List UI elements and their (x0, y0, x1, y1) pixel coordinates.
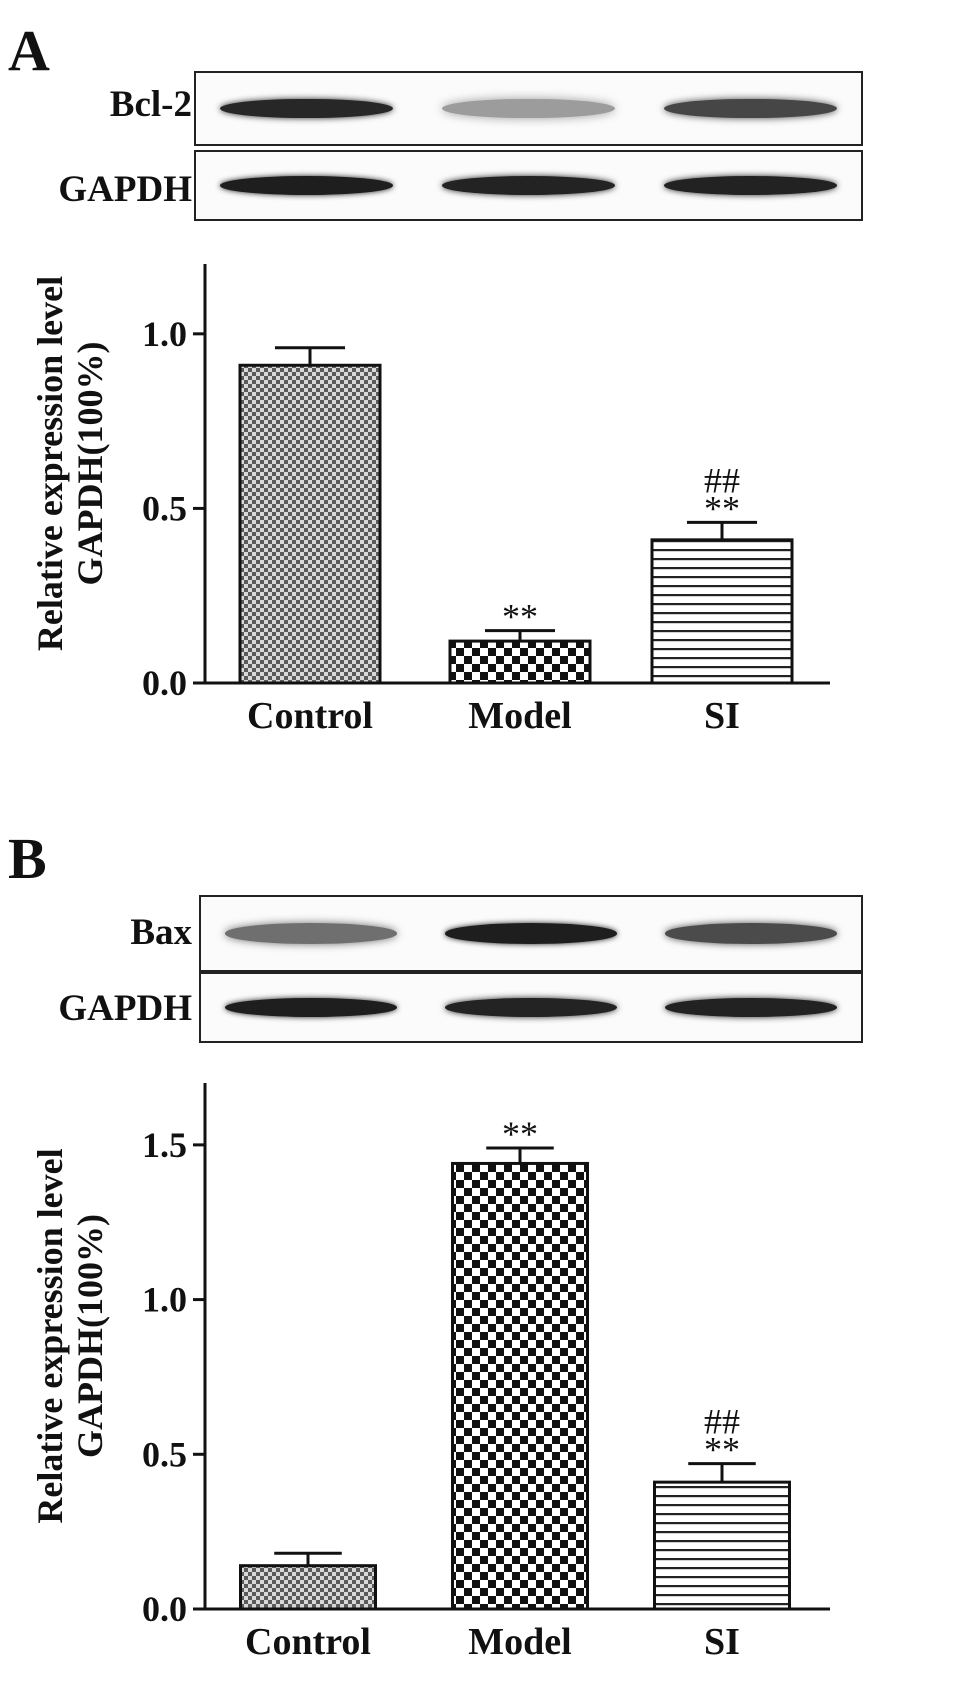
x-tick-label: SI (704, 695, 740, 737)
blot-band (445, 923, 617, 944)
western-blot-strip (194, 150, 863, 221)
panel-letter: A (8, 18, 50, 83)
significance-marker: ## (704, 460, 740, 500)
western-blot-strip (199, 895, 863, 972)
bar (653, 1480, 791, 1611)
panel-letter: B (8, 826, 47, 891)
x-tick-label: Control (247, 695, 373, 737)
blot-band (445, 998, 617, 1017)
y-tick-label: 1.0 (142, 314, 187, 354)
blot-band (225, 923, 397, 944)
y-tick-label: 0.0 (142, 663, 187, 703)
significance-marker: ## (704, 1402, 740, 1442)
bar (238, 363, 382, 685)
blot-label: GAPDH (58, 988, 192, 1029)
y-tick-label: 1.0 (142, 1280, 187, 1320)
y-axis-label: Relative expression level (30, 276, 70, 651)
x-tick-label: Control (245, 1621, 371, 1663)
bar (650, 538, 794, 685)
y-tick-label: 0.5 (142, 1434, 187, 1474)
blot-band (442, 98, 615, 119)
blot-label: GAPDH (58, 169, 192, 210)
blot-band (663, 176, 837, 195)
bar (448, 639, 592, 685)
blot-label: Bax (130, 912, 192, 953)
panel-a: A Bcl-2 GAPDH 0.0 0.5 1.0 Relative expressi… (0, 0, 969, 853)
bar-chart: 0.0 0.5 1.0 Relative expression level GAPDH(… (30, 264, 830, 737)
blot-band (665, 998, 837, 1017)
x-tick-label: Model (468, 1621, 571, 1663)
blot-band (442, 176, 615, 195)
y-tick-label: 0.0 (142, 1589, 187, 1629)
x-tick-label: SI (704, 1621, 740, 1663)
significance-marker: ** (704, 1430, 740, 1470)
significance-marker: ** (502, 597, 538, 637)
western-blot-strip (194, 71, 863, 146)
y-axis-label: GAPDH(100%) (70, 1214, 110, 1458)
bar (239, 1564, 377, 1611)
significance-marker: ** (502, 1114, 538, 1154)
y-axis-label: GAPDH(100%) (70, 342, 110, 586)
blot-band (220, 98, 394, 119)
bar (451, 1161, 589, 1611)
y-tick-label: 1.5 (142, 1125, 187, 1165)
blot-band (663, 98, 837, 119)
x-tick-label: Model (468, 695, 571, 737)
panel-b: B Bax GAPDH 0.0 0.5 1.0 1.5 Relative express… (0, 820, 969, 1673)
western-blot-strip (199, 972, 863, 1043)
y-tick-label: 0.5 (142, 488, 187, 528)
bar-chart: 0.0 0.5 1.0 1.5 Relative expression level GAP… (30, 1083, 830, 1663)
blot-band (665, 923, 837, 944)
significance-marker: ** (704, 488, 740, 528)
blot-band (225, 998, 397, 1017)
blot-band (220, 176, 394, 195)
blot-label: Bcl-2 (109, 84, 192, 125)
y-axis-label: Relative expression level (30, 1148, 70, 1523)
